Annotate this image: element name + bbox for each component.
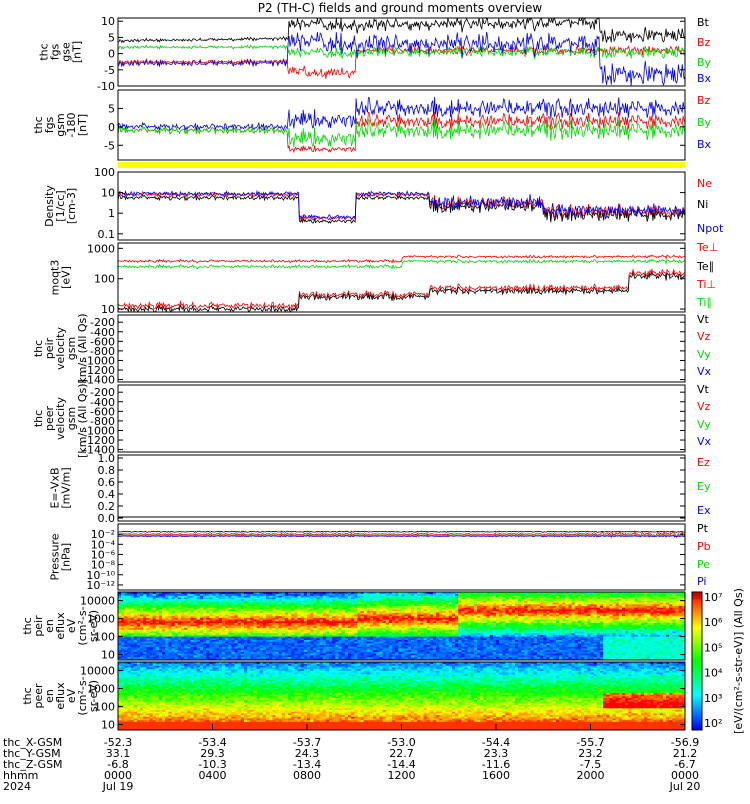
legend-Bx: Bx: [697, 138, 712, 151]
series-line-Te∥: [118, 272, 685, 312]
y-tick-label: 10: [101, 187, 115, 200]
series-line-Bt: [118, 18, 685, 43]
legend-Bz: Bz: [697, 36, 711, 49]
y-axis-label: [km/s (All Qs)]: [76, 379, 89, 458]
panel-peir_vel: -200-400-600-800-1000-1200-1400thcpeirve…: [32, 313, 712, 387]
legend-Vx: Vx: [697, 365, 712, 378]
series-line-Bz: [118, 112, 685, 152]
panel-frame: [118, 385, 685, 452]
y-tick-label: 1: [108, 207, 115, 220]
legend-Ez: Ez: [697, 456, 710, 469]
y-axis-label: [mV/m]: [60, 467, 73, 508]
panel-frame: [118, 315, 685, 382]
y-tick-label: 0: [108, 48, 115, 61]
y-tick-label: 5: [108, 31, 115, 44]
y-tick-label: 100: [94, 166, 115, 179]
legend-Te∥: Te∥: [696, 260, 714, 273]
panel-pressure: 10⁻²10⁻⁴10⁻⁶10⁻⁸10⁻¹⁰10⁻¹²Pressure[nPa]P…: [49, 522, 711, 592]
series-line-Pt: [118, 531, 685, 532]
legend-Ey: Ey: [697, 480, 711, 493]
legend-Ni: Ni: [697, 198, 708, 211]
legend-Ne: Ne: [697, 177, 712, 190]
y-tick-label: 1000: [87, 242, 115, 255]
panel-peer_vel: -200-400-600-800-1000-1200-1400thcpeerve…: [32, 379, 712, 458]
panel-frame: [118, 172, 685, 240]
y-tick-label: 0: [108, 121, 115, 134]
y-tick-label: 0.0: [98, 512, 116, 525]
panel-peir_en: 10100100010000thcpeirenefluxeV(cm²-s-sr-…: [21, 592, 685, 662]
y-tick-label: 0.8: [98, 464, 116, 477]
legend-Bt: Bt: [697, 16, 710, 29]
y-tick-label: 100: [94, 273, 115, 286]
legend-Vz: Vz: [697, 330, 711, 343]
y-axis-label: [nPa]: [60, 543, 73, 571]
y-tick-label: -5: [104, 139, 115, 152]
legend-Vz: Vz: [697, 400, 711, 413]
y-axis-label: km/s (All Qs): [76, 313, 89, 383]
y-tick-label: 0.1: [98, 228, 116, 241]
series-line-Te⊥: [118, 269, 685, 309]
y-axis-label: [eV]: [60, 266, 73, 289]
legend-By: By: [697, 116, 712, 129]
y-tick-label: -10: [97, 80, 115, 93]
legend-Ex: Ex: [697, 504, 711, 517]
legend-Vt: Vt: [697, 313, 710, 326]
legend-Pe: Pe: [697, 558, 710, 571]
panel-frame: [118, 455, 685, 521]
legend-Pt: Pt: [697, 522, 709, 535]
y-tick-label: 0.2: [98, 500, 116, 513]
legend-Ti∥: Ti∥: [696, 296, 712, 309]
legend-Bz: Bz: [697, 94, 711, 107]
legend-Bx: Bx: [697, 72, 712, 85]
y-axis-label: [cm-3]: [65, 188, 78, 224]
y-tick-label: 10: [101, 303, 115, 316]
y-tick-label: 0.6: [98, 476, 116, 489]
y-tick-label: 10⁻¹²: [86, 579, 115, 592]
y-tick-label: 10: [101, 15, 115, 28]
y-tick-label: -5: [104, 64, 115, 77]
legend-Te⊥: Te⊥: [696, 241, 718, 254]
legend-Pb: Pb: [697, 540, 711, 553]
legend-Vy: Vy: [697, 418, 711, 431]
series-line-By: [118, 119, 685, 147]
y-tick-label: 0.4: [98, 488, 116, 501]
legend-Vy: Vy: [697, 348, 711, 361]
panel-frame: [118, 243, 685, 312]
legend-Vt: Vt: [697, 383, 710, 396]
legend-By: By: [697, 56, 712, 69]
legend-Pi: Pi: [697, 575, 706, 588]
panel-frame: [118, 90, 685, 160]
series-line-Ne: [118, 192, 685, 220]
figure-title: P2 (TH-C) fields and ground moments over…: [258, 1, 543, 15]
panel-group: -10-50510thcfgsgse[nT]BtBzByBx-505thcfgs…: [21, 15, 724, 731]
y-tick-label: 5: [108, 102, 115, 115]
legend-Vx: Vx: [697, 435, 712, 448]
legend-Ti⊥: Ti⊥: [696, 278, 716, 291]
y-tick-label: 1.0: [98, 452, 116, 465]
legend-Npot: Npot: [697, 222, 724, 235]
y-axis-label: [nT]: [71, 41, 84, 63]
y-axis-label: [nT]: [76, 114, 89, 136]
